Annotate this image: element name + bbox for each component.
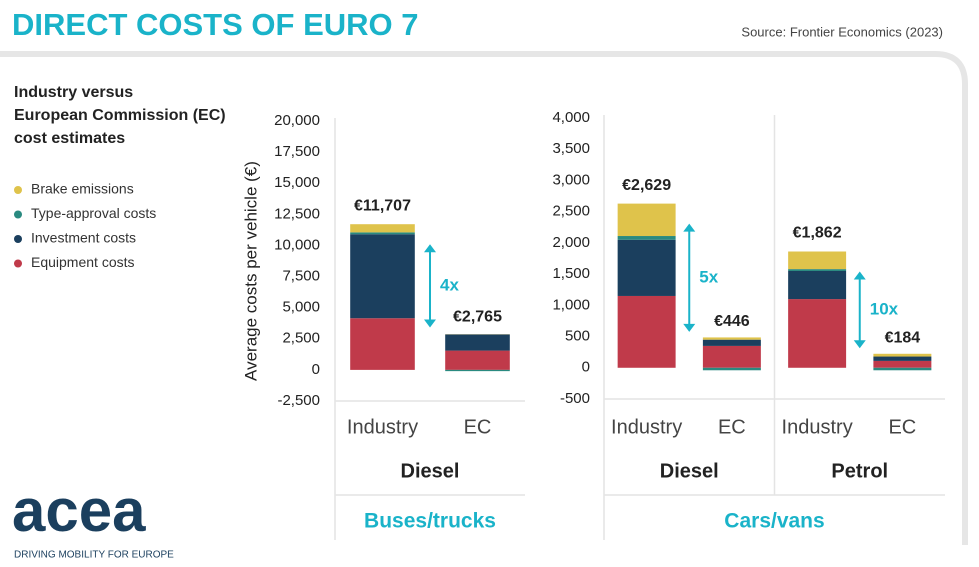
ratio-label: 5x — [699, 267, 718, 286]
ratio-label: 10x — [870, 299, 899, 318]
legend-swatch — [14, 259, 22, 268]
group-label: Diesel — [401, 460, 460, 482]
source: Source: Frontier Economics (2023) — [741, 24, 943, 39]
y-axis-label: Average costs per vehicle (€) — [241, 161, 260, 381]
logo: acea — [12, 477, 146, 544]
x-tick-label: EC — [718, 416, 746, 438]
legend-label: Type-approval costs — [31, 205, 156, 221]
legend-label: Brake emissions — [31, 181, 134, 197]
y-tick-label: 7,500 — [282, 268, 320, 285]
bar-segment — [788, 269, 847, 271]
ratio-arrowhead — [683, 323, 696, 332]
y-tick-label: 20,000 — [274, 112, 320, 129]
legend-swatch — [14, 186, 22, 194]
x-tick-label: EC — [888, 416, 916, 438]
bar-segment — [617, 239, 676, 296]
y-tick-label: 3,000 — [552, 171, 590, 188]
total-label: €446 — [714, 313, 750, 330]
bar-segment — [873, 353, 932, 357]
legend-title: European Commission (EC) — [14, 107, 226, 124]
ratio-arrowhead — [853, 271, 866, 280]
x-tick-label: Industry — [611, 416, 682, 438]
total-label: €184 — [885, 330, 921, 347]
bar-segment — [617, 203, 676, 237]
y-tick-label: 1,000 — [552, 296, 590, 313]
y-tick-label: 1,500 — [552, 265, 590, 282]
y-tick-label: 2,500 — [282, 330, 320, 347]
group-label: Petrol — [831, 460, 888, 482]
bar-segment — [350, 318, 415, 370]
y-tick-label: 2,000 — [552, 234, 590, 251]
section-label: Cars/vans — [724, 510, 824, 533]
total-label: €11,707 — [354, 197, 411, 214]
page-title: DIRECT COSTS OF EURO 7 — [12, 7, 418, 42]
bar-segment — [617, 236, 676, 240]
bar-segment — [873, 356, 932, 361]
ratio-arrowhead — [424, 244, 436, 253]
bar-segment — [788, 270, 847, 300]
y-tick-label: 10,000 — [274, 236, 320, 253]
y-tick-label: 15,000 — [274, 174, 320, 191]
frame — [0, 51, 968, 545]
y-tick-label: -500 — [560, 390, 590, 407]
y-tick-label: 3,500 — [552, 140, 590, 157]
total-label: €2,629 — [622, 177, 671, 194]
ratio-arrowhead — [683, 223, 696, 232]
legend-title: Industry versus — [14, 84, 133, 101]
legend-swatch — [14, 210, 22, 219]
y-tick-label: 12,500 — [274, 205, 320, 222]
ratio-arrowhead — [424, 319, 436, 328]
legend-label: Investment costs — [31, 230, 136, 246]
y-tick-label: -2,500 — [277, 392, 320, 409]
y-tick-label: 4,000 — [552, 109, 590, 126]
bar-segment — [873, 367, 932, 371]
logo-tagline: DRIVING MOBILITY FOR EUROPE — [14, 550, 174, 561]
bar-segment — [702, 345, 761, 368]
x-tick-label: Industry — [782, 416, 853, 438]
bar-segment — [350, 224, 415, 233]
y-tick-label: 500 — [565, 328, 590, 345]
section-label: Buses/trucks — [364, 510, 496, 533]
ratio-arrowhead — [853, 340, 866, 349]
bar-segment — [350, 232, 415, 235]
bar-segment — [702, 339, 761, 346]
x-tick-label: Industry — [347, 416, 418, 438]
bar-segment — [788, 251, 847, 270]
ratio-label: 4x — [440, 275, 459, 294]
bar-segment — [702, 337, 761, 340]
bar-segment — [445, 369, 510, 372]
legend-label: Equipment costs — [31, 254, 135, 270]
bar-segment — [788, 299, 847, 368]
y-tick-label: 2,500 — [552, 203, 590, 220]
legend-swatch — [14, 235, 22, 243]
group-label: Diesel — [660, 460, 719, 482]
bar-segment — [873, 360, 932, 368]
y-tick-label: 0 — [312, 361, 320, 378]
bar-segment — [445, 334, 510, 351]
bar-segment — [617, 295, 676, 368]
bar-segment — [702, 367, 761, 371]
bar-segment — [445, 350, 510, 370]
y-tick-label: 0 — [582, 359, 590, 376]
legend-title: cost estimates — [14, 130, 125, 147]
total-label: €1,862 — [793, 225, 842, 242]
x-tick-label: EC — [464, 416, 492, 438]
y-tick-label: 17,500 — [274, 143, 320, 160]
total-label: €2,765 — [453, 309, 502, 326]
bar-segment — [350, 234, 415, 319]
y-tick-label: 5,000 — [282, 299, 320, 316]
